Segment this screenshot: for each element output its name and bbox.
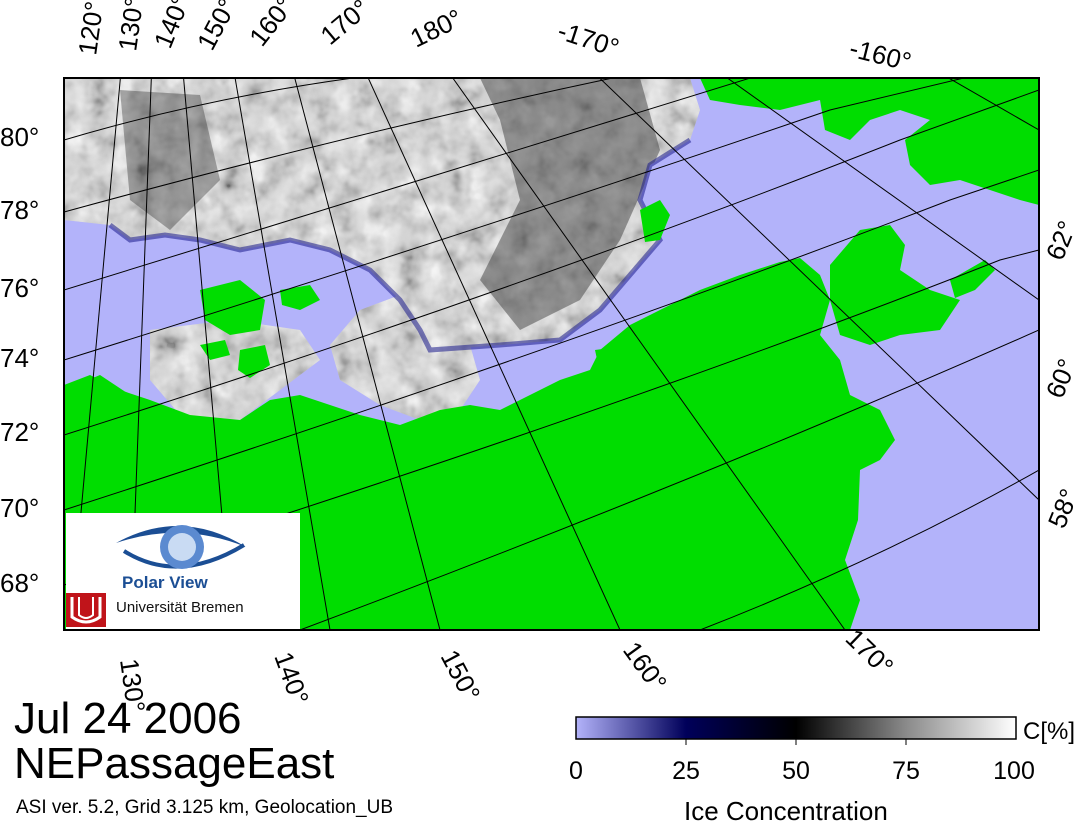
lon-label-top: 120°	[72, 0, 109, 57]
land-alaska-2	[700, 78, 820, 110]
lon-label-bottom: 170°	[840, 623, 900, 682]
lon-label-top: 180°	[405, 3, 466, 54]
colorbar-tick: 75	[892, 757, 920, 785]
lat-label-left: 70°	[0, 493, 39, 523]
polar-view-logo: Polar View Universität Bremen	[66, 513, 300, 629]
colorbar-unit: C[%]	[1023, 718, 1076, 745]
colorbar-title: Ice Concentration	[684, 796, 888, 826]
colorbar-tick: 0	[569, 757, 583, 785]
lon-label-bottom: 150°	[435, 645, 487, 707]
lon-label-top: 160°	[243, 0, 300, 52]
land-chukotka	[830, 225, 960, 345]
colorbar	[575, 716, 1017, 745]
land-small-isle	[595, 348, 612, 364]
map-date: Jul 24 2006	[14, 694, 242, 743]
land-new-siberian-1	[200, 280, 265, 335]
colorbar-tick: 100	[993, 757, 1035, 785]
lat-labels-left: 80° 78° 76° 74° 72° 70° 68°	[0, 122, 39, 598]
lat-labels-right: 62° 60° 58°	[1040, 217, 1085, 533]
land-left-coast	[64, 375, 140, 440]
lon-label-bottom: 130°	[114, 657, 151, 714]
map-info: ASI ver. 5.2, Grid 3.125 km, Geolocation…	[16, 797, 394, 818]
lat-label-left: 72°	[0, 417, 39, 447]
lat-label-left: 78°	[0, 195, 39, 225]
map-frame	[63, 77, 1040, 631]
colorbar-tick: 25	[672, 757, 700, 785]
land-new-siberian-2	[280, 285, 320, 310]
colorbar-tick: 50	[782, 757, 810, 785]
map-region: NEPassageEast	[14, 739, 335, 788]
graticule	[64, 78, 1039, 630]
lon-label-bottom: 160°	[617, 636, 673, 697]
land-new-siberian-3	[238, 345, 270, 378]
lat-label-left: 68°	[0, 568, 39, 598]
lat-label-right: 60°	[1040, 355, 1083, 403]
lat-label-left: 80°	[0, 122, 39, 152]
logo-institution: Universität Bremen	[116, 599, 244, 616]
land-wrangel	[640, 200, 670, 242]
lon-label-top: 140°	[148, 0, 196, 52]
eye-logo-icon	[66, 525, 246, 627]
lon-labels-top: 120° 130° 140° 150° 160° 170° 180° -170°…	[72, 0, 914, 77]
sea-ice	[64, 78, 700, 420]
lon-label-top: 170°	[315, 0, 375, 51]
lon-label-top: 150°	[191, 0, 243, 55]
lat-label-right: 58°	[1042, 485, 1085, 533]
lon-label-bottom: 140°	[268, 648, 315, 709]
lat-label-right: 62°	[1040, 217, 1083, 265]
logo-name: Polar View	[122, 573, 208, 592]
lon-label-top: -170°	[554, 15, 623, 63]
lon-label-top: 130°	[112, 0, 149, 53]
lon-label-top: -160°	[847, 33, 915, 77]
lat-label-left: 76°	[0, 273, 39, 303]
land-island-2	[950, 260, 995, 298]
lat-label-left: 74°	[0, 343, 39, 373]
